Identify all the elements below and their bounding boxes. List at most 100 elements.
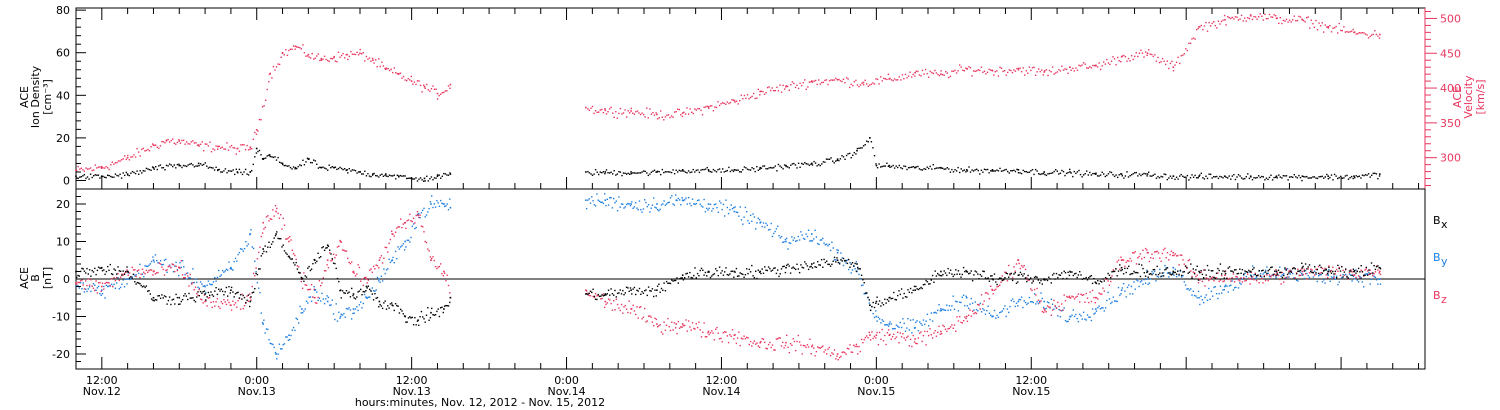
by-series-point	[762, 222, 765, 224]
by-series-point	[813, 238, 815, 240]
density-series-point	[337, 167, 340, 170]
density-series-point	[1234, 178, 1237, 181]
density-series-point	[1132, 173, 1134, 175]
bz-series-point	[1093, 296, 1095, 299]
velocity-series-point	[351, 53, 354, 55]
density-series-point	[1338, 176, 1340, 179]
velocity-series-point	[923, 73, 925, 75]
density-series-point	[1005, 168, 1007, 171]
by-series-point	[1342, 273, 1344, 276]
density-series-point	[1106, 174, 1108, 177]
velocity-series-point	[859, 84, 862, 86]
bz-series-anchor	[75, 281, 77, 284]
bz-series-point	[1307, 268, 1309, 270]
density-series-point	[969, 171, 972, 173]
bx-series-point	[308, 265, 310, 268]
by-series-point	[1064, 319, 1067, 322]
density-series-point	[179, 165, 182, 167]
by-series-point	[1226, 285, 1228, 287]
bz-series-point	[669, 329, 672, 332]
density-series-point	[825, 158, 828, 160]
bz-series-point	[806, 344, 809, 346]
by-series-point	[777, 225, 779, 227]
bz-series-point	[1317, 265, 1320, 268]
by-series-point	[1368, 271, 1370, 274]
bx-series-point	[305, 276, 308, 278]
velocity-series-point	[1313, 26, 1316, 28]
density-series-point	[384, 174, 386, 177]
density-series-point	[1242, 178, 1244, 180]
bx-series-point	[277, 237, 279, 240]
velocity-series-point	[404, 79, 406, 81]
velocity-series-point	[694, 108, 696, 110]
velocity-series-point	[1371, 34, 1373, 36]
bx-series-point	[352, 294, 354, 297]
bx-series-point	[167, 299, 170, 302]
bz-series-point	[690, 329, 692, 331]
bx-series-point	[625, 286, 628, 288]
by-series-point	[665, 203, 668, 205]
velocity-series-point	[141, 148, 143, 151]
bx-series-point	[1045, 278, 1047, 280]
bx-series-point	[1283, 274, 1285, 277]
density-series-point	[666, 171, 668, 173]
by-series-point	[906, 327, 908, 329]
bz-series-point	[854, 345, 856, 348]
velocity-series-point	[1030, 69, 1032, 72]
bz-series-point	[147, 271, 149, 273]
by-series-point	[766, 224, 768, 226]
velocity-series-point	[1374, 30, 1376, 32]
bz-series-point	[1320, 272, 1322, 274]
density-series-point	[1039, 173, 1041, 176]
bx-series-point	[795, 268, 797, 271]
bz-series-anchor	[914, 338, 916, 340]
bz-series-point	[602, 293, 605, 295]
bz-series-point	[323, 270, 326, 272]
by-series-point	[1333, 275, 1335, 277]
by-series-point	[383, 268, 385, 270]
density-series-point	[850, 157, 852, 159]
bz-series-point	[1212, 276, 1214, 278]
bz-series-point	[775, 338, 778, 340]
velocity-series-point	[213, 149, 216, 151]
bz-series-point	[354, 275, 357, 277]
by-series-point	[1098, 305, 1100, 307]
bz-series-point	[1357, 275, 1360, 277]
bx-series-point	[771, 269, 774, 271]
density-series-point	[1137, 175, 1139, 177]
bx-series-point	[1310, 270, 1312, 273]
velocity-series-point	[656, 118, 659, 120]
velocity-series-point	[1103, 61, 1105, 63]
by-series-point	[744, 206, 747, 209]
bz-series-point	[1177, 254, 1179, 257]
velocity-series-point	[207, 145, 210, 147]
density-series-point	[238, 168, 241, 171]
density-series-point	[427, 180, 429, 182]
bz-series-point	[1268, 274, 1271, 276]
density-series-point	[356, 172, 358, 174]
bx-series-point	[702, 269, 704, 271]
bx-series-point	[971, 280, 974, 282]
velocity-series-point	[181, 139, 183, 142]
bz-series-point	[372, 265, 375, 268]
bz-series-point	[250, 299, 252, 301]
velocity-series-point	[210, 151, 213, 153]
density-series-point	[105, 176, 107, 179]
density-series-anchor	[869, 137, 871, 139]
by-series-point	[740, 219, 743, 221]
bz-series-point	[739, 344, 741, 347]
by-series-point	[327, 296, 330, 299]
bx-series-point	[400, 308, 402, 311]
by-series-point	[1015, 302, 1018, 304]
bx-series-point	[265, 251, 268, 253]
bz-series-point	[1146, 249, 1148, 251]
by-series-point	[172, 271, 175, 273]
bx-series-point	[913, 285, 916, 288]
velocity-series-point	[1240, 14, 1243, 17]
velocity-series-point	[416, 80, 419, 82]
bz-series-point	[1321, 267, 1324, 270]
bx-series-point	[441, 306, 443, 308]
bx-series-point	[925, 279, 927, 282]
bz-series-point	[1135, 263, 1138, 265]
velocity-series-point	[963, 70, 965, 72]
